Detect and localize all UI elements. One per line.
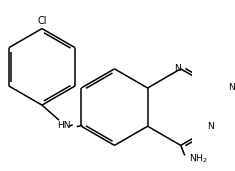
Text: NH$_2$: NH$_2$ — [189, 152, 208, 165]
Text: HN: HN — [57, 121, 71, 130]
Text: NH$_2$: NH$_2$ — [228, 82, 235, 94]
Text: N: N — [207, 122, 214, 131]
Text: Cl: Cl — [37, 16, 47, 25]
Text: N: N — [174, 64, 180, 73]
